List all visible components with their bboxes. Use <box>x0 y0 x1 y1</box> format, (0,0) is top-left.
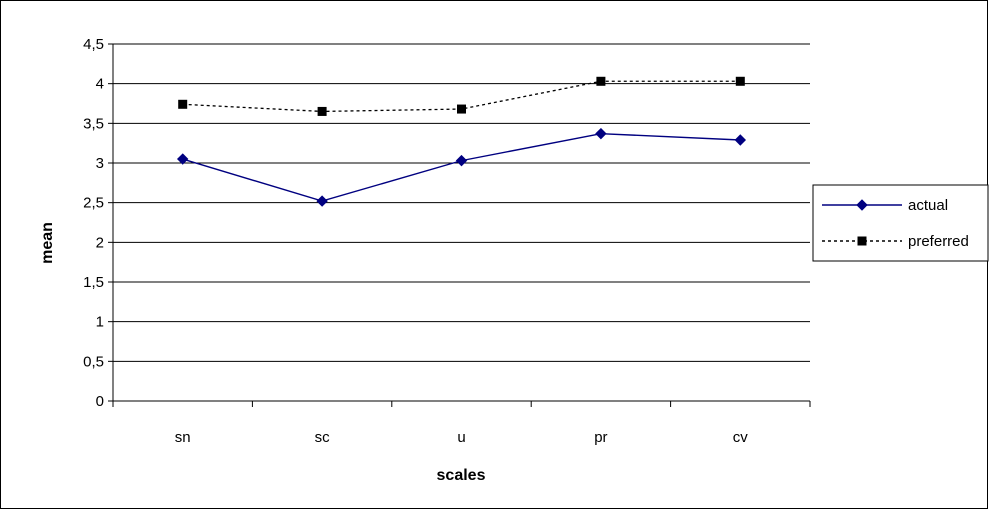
y-axis-title: mean <box>39 222 56 264</box>
legend: actual preferred <box>812 184 989 262</box>
y-tick-label: 3,5 <box>83 115 104 132</box>
data-point-marker <box>317 106 327 116</box>
y-tick-label: 4,5 <box>83 36 104 53</box>
data-point-marker <box>457 104 466 114</box>
data-point-marker <box>595 127 607 140</box>
legend-label: actual <box>908 197 948 214</box>
x-tick-label: pr <box>594 429 607 446</box>
y-tick-label: 2 <box>96 234 104 251</box>
y-tick-label: 1,5 <box>83 274 104 291</box>
x-tick-label: cv <box>733 429 749 446</box>
y-tick-label: 1 <box>96 314 104 331</box>
series-preferred <box>178 76 745 116</box>
tick-labels: 0 0,5 1 1,5 2 2,5 3 3,5 4 4,5 sn sc u pr cv <box>83 36 748 446</box>
y-tick-label: 4 <box>96 76 104 93</box>
data-point-marker <box>735 76 745 86</box>
series-actual <box>176 127 747 207</box>
y-tick-label: 3 <box>96 155 104 172</box>
legend-item-actual: actual <box>822 197 948 214</box>
data-point-marker <box>596 76 606 86</box>
x-tick-label: sc <box>315 429 331 446</box>
data-point-marker <box>316 195 328 207</box>
y-tick-label: 0 <box>96 393 104 410</box>
x-tick-label: sn <box>175 429 191 446</box>
legend-box <box>812 184 989 262</box>
x-tick-label: u <box>457 429 465 446</box>
data-point-marker <box>455 154 468 167</box>
series <box>176 76 747 207</box>
y-tick-label: 2,5 <box>83 195 104 212</box>
legend-item-preferred: preferred <box>822 233 969 250</box>
data-point-marker <box>734 134 747 146</box>
x-axis-title: scales <box>437 467 486 484</box>
data-point-marker <box>178 99 188 109</box>
data-point-marker <box>857 236 867 246</box>
data-point-marker <box>856 199 868 211</box>
axes <box>108 43 811 407</box>
y-tick-label: 0,5 <box>83 353 104 370</box>
data-point-marker <box>176 153 189 165</box>
legend-label: preferred <box>908 233 969 250</box>
